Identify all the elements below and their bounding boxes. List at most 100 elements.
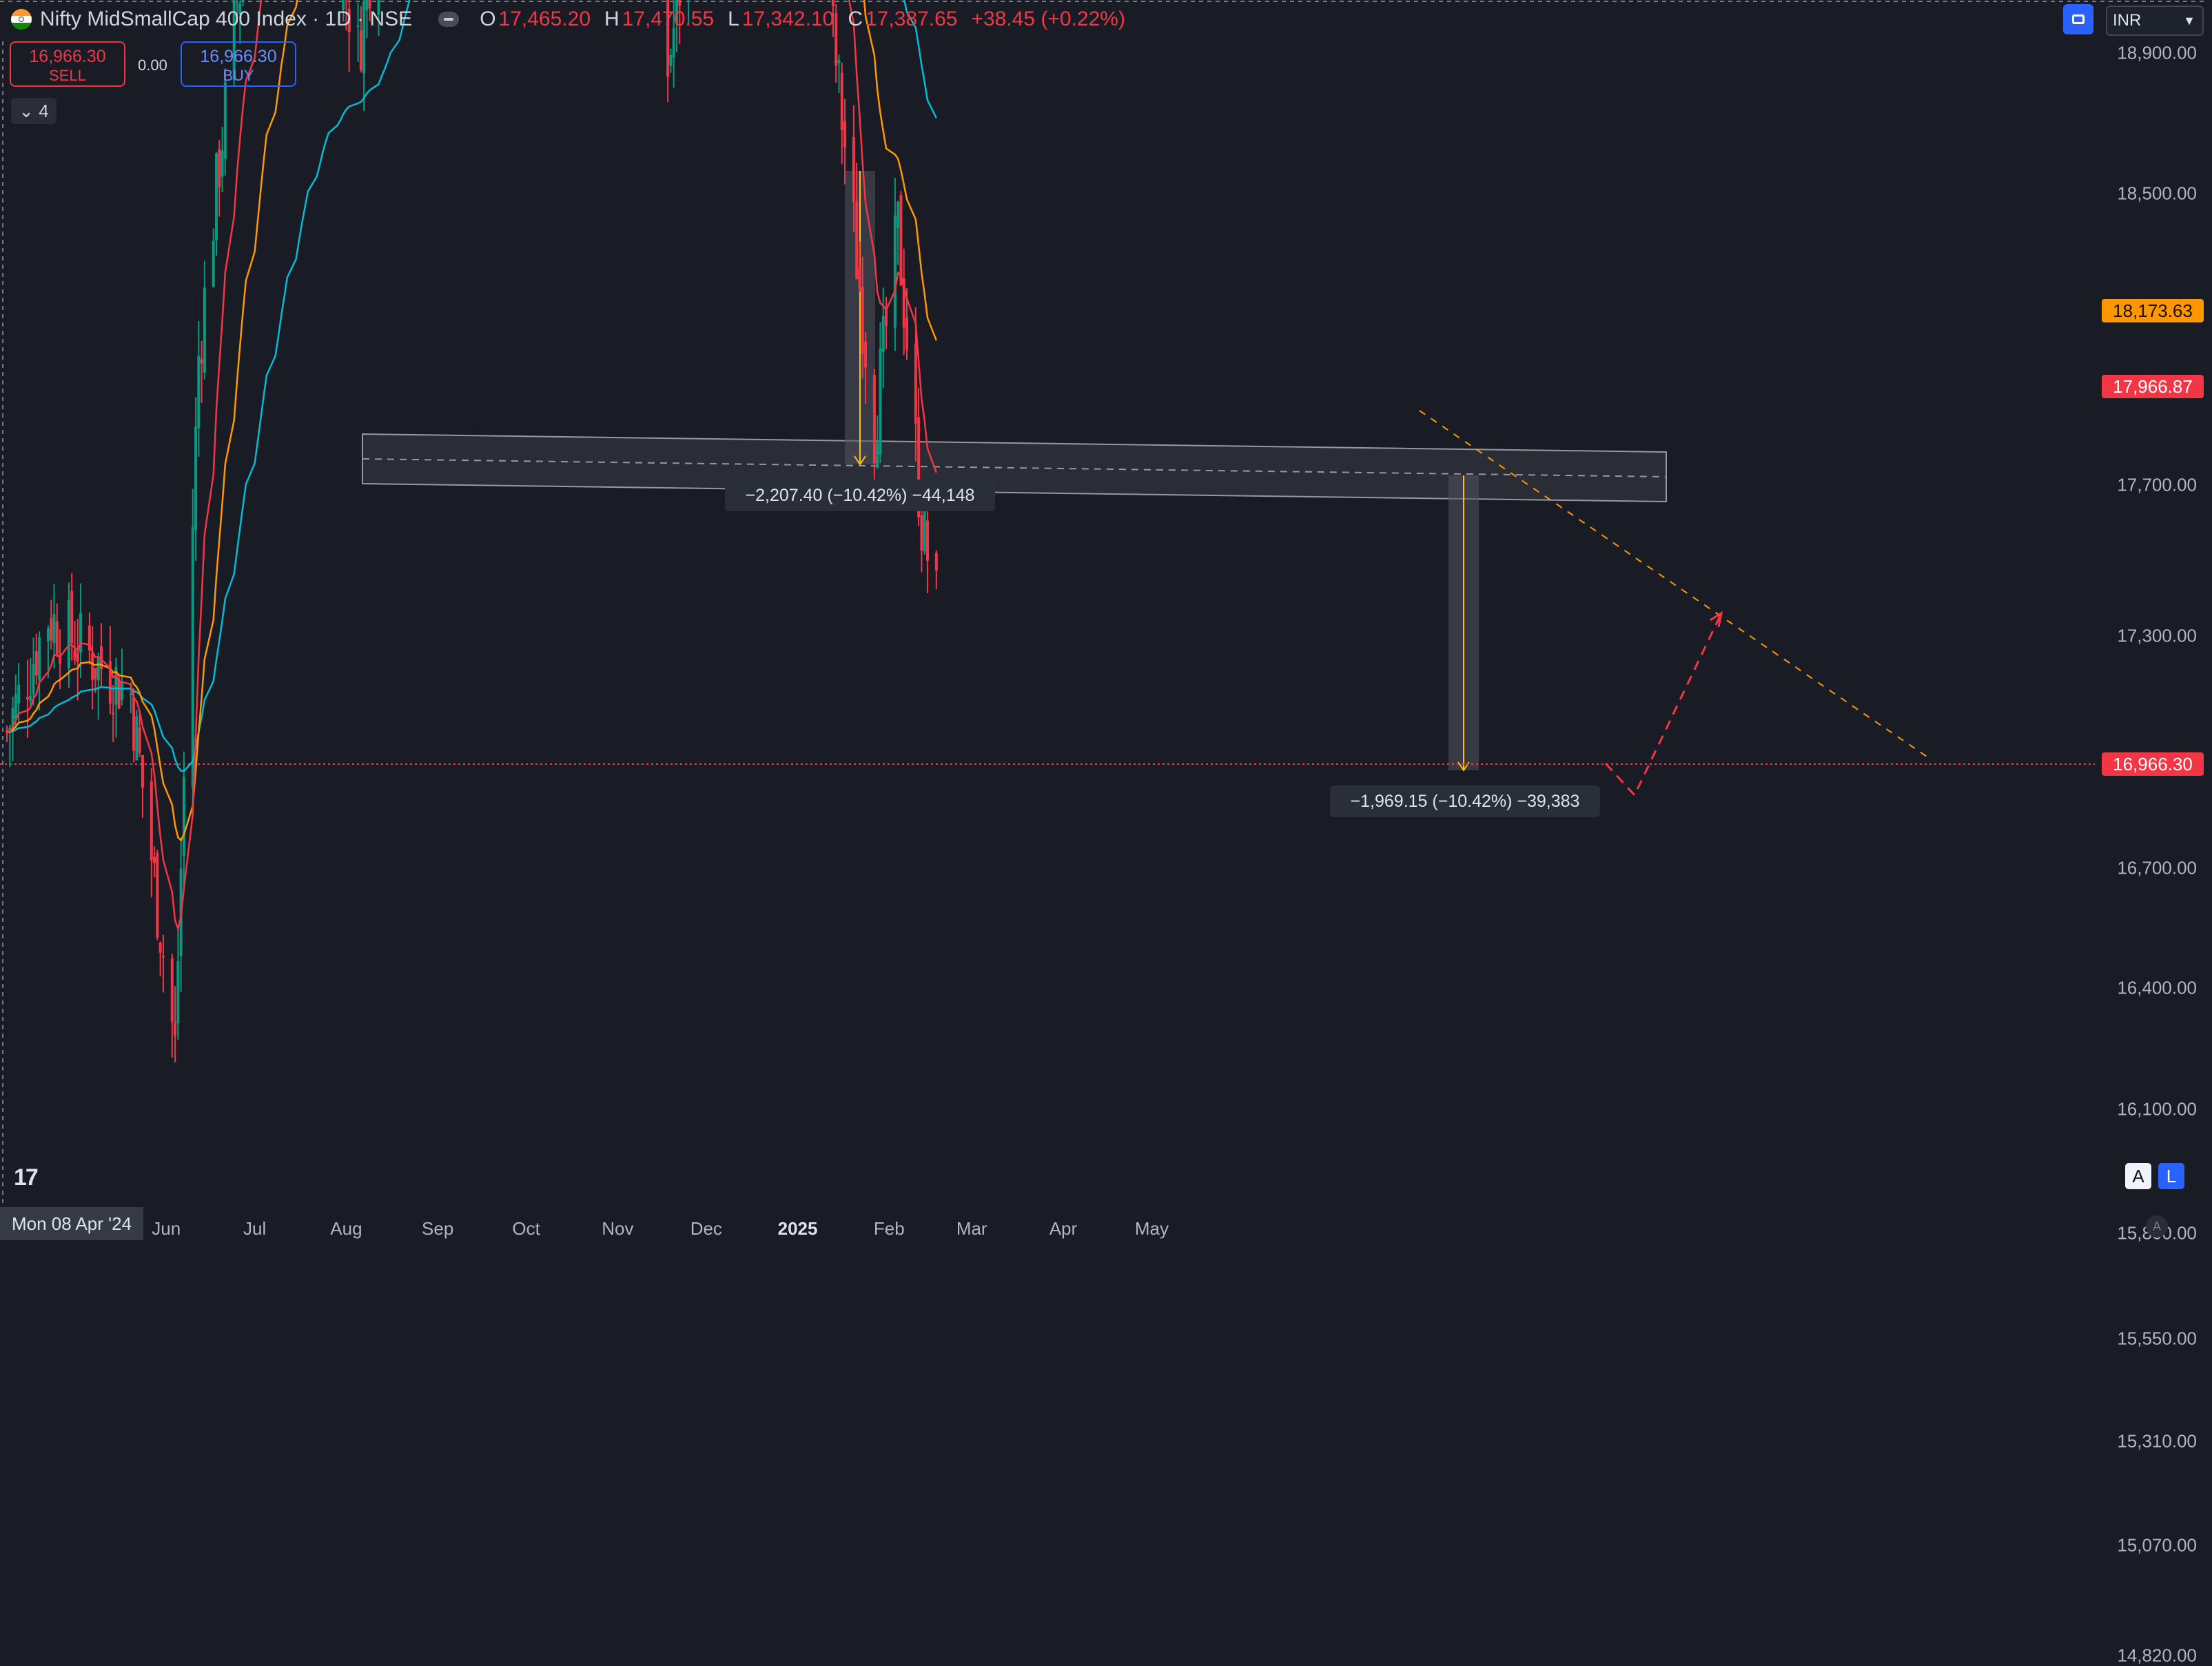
candle-body bbox=[94, 668, 97, 679]
candle-body bbox=[50, 618, 53, 641]
candle-body bbox=[362, 1, 366, 74]
time-label: Sep bbox=[422, 1218, 454, 1239]
candle-body bbox=[221, 150, 224, 177]
candle-body bbox=[203, 287, 206, 373]
time-label: 2025 bbox=[777, 1218, 818, 1239]
candle-body bbox=[377, 0, 380, 15]
symbol-title[interactable]: Nifty MidSmallCap 400 Index · 1D · NSE bbox=[40, 8, 413, 30]
time-label: Aug bbox=[330, 1218, 362, 1239]
tradingview-logo[interactable]: 17 bbox=[14, 1164, 39, 1191]
price-tick: 17,700.00 bbox=[2117, 474, 2197, 495]
price-tick: 16,700.00 bbox=[2117, 857, 2197, 878]
low-label: L bbox=[728, 8, 739, 30]
candle-body bbox=[218, 149, 221, 187]
candle-body bbox=[241, 0, 245, 2]
candle-body bbox=[88, 625, 91, 651]
candle-body bbox=[356, 25, 360, 27]
buy-label: BUY bbox=[223, 67, 254, 84]
candle-body bbox=[347, 8, 351, 32]
candle-body bbox=[55, 621, 59, 654]
currency-select[interactable]: INR ▼ bbox=[2106, 6, 2204, 36]
candle-body bbox=[831, 0, 834, 6]
candle-body bbox=[678, 0, 682, 6]
candle-body bbox=[161, 956, 165, 958]
candle-body bbox=[917, 417, 921, 518]
sell-label: SELL bbox=[49, 67, 86, 84]
candle-body bbox=[368, 0, 371, 8]
price-tick: 15,070.00 bbox=[2117, 1534, 2197, 1556]
sell-button[interactable]: 16,966.30 SELL bbox=[10, 41, 125, 87]
candle-body bbox=[872, 375, 876, 464]
buy-button[interactable]: 16,966.30 BUY bbox=[181, 41, 296, 87]
candle-body bbox=[359, 30, 362, 70]
candle-body bbox=[864, 341, 868, 368]
time-label: May bbox=[1134, 1218, 1169, 1239]
corner-auto-button[interactable]: A bbox=[2146, 1215, 2168, 1237]
cursor-date: Mon 08 Apr '24 bbox=[0, 1207, 143, 1240]
ema-mid-line bbox=[6, 0, 937, 842]
candle-body bbox=[141, 754, 144, 788]
candle-body bbox=[843, 121, 847, 147]
candle-body bbox=[129, 693, 132, 695]
candle-body bbox=[235, 1, 238, 3]
candle-body bbox=[176, 960, 180, 1024]
candle-body bbox=[14, 694, 17, 719]
candle-body bbox=[672, 28, 675, 58]
price-tick: 16,400.00 bbox=[2117, 977, 2197, 998]
candle-body bbox=[215, 153, 218, 241]
sync-icon[interactable] bbox=[2063, 4, 2093, 34]
time-label: Feb bbox=[873, 1218, 905, 1239]
candle-body bbox=[934, 553, 938, 571]
price-badge: 16,966.30 bbox=[2102, 752, 2204, 776]
candle-body bbox=[191, 527, 194, 788]
candle-body bbox=[120, 681, 123, 700]
candle-body bbox=[197, 356, 201, 429]
candle-body bbox=[879, 348, 882, 455]
price-tick: 18,900.00 bbox=[2117, 42, 2197, 63]
price-axis[interactable]: 22,000.0021,600.0021,100.0020,600.0020,1… bbox=[2095, 0, 2212, 1665]
candle-body bbox=[135, 716, 139, 761]
candle-body bbox=[876, 442, 879, 468]
candle-body bbox=[675, 0, 679, 23]
change-value: +38.45 (+0.22%) bbox=[971, 8, 1125, 30]
price-badge: 18,173.63 bbox=[2102, 299, 2204, 323]
high-label: H bbox=[604, 8, 619, 30]
auto-scale-button[interactable]: A bbox=[2125, 1163, 2151, 1189]
neckline-channel bbox=[362, 433, 1667, 503]
candle-body bbox=[38, 637, 41, 680]
candle-body bbox=[67, 599, 70, 668]
india-flag-icon bbox=[11, 9, 32, 30]
candle-body bbox=[132, 697, 136, 751]
ema-slow-line bbox=[6, 0, 937, 772]
open-value: 17,465.20 bbox=[498, 8, 591, 30]
candle-body bbox=[46, 628, 50, 641]
close-label: C bbox=[848, 8, 863, 30]
candle-body bbox=[70, 590, 74, 644]
candle-body bbox=[73, 650, 76, 660]
projection-arrow-head bbox=[1710, 610, 1723, 628]
candle-body bbox=[666, 0, 670, 77]
candle-body bbox=[212, 240, 215, 287]
indicators-toggle[interactable]: ⌄ 4 bbox=[11, 98, 57, 124]
candle-body bbox=[25, 697, 29, 700]
high-value: 17,470.55 bbox=[622, 8, 715, 30]
measure-arrow-head-1 bbox=[854, 455, 866, 466]
candle-body bbox=[852, 136, 855, 202]
candle-body bbox=[34, 651, 38, 676]
candle-body bbox=[112, 712, 115, 714]
log-scale-button[interactable]: L bbox=[2158, 1163, 2184, 1189]
ema-fast-line bbox=[6, 0, 937, 932]
candle-body bbox=[153, 856, 156, 863]
candle-body bbox=[100, 646, 103, 670]
measure-label-1: −2,207.40 (−10.42%) −44,148 bbox=[725, 480, 995, 511]
time-label: Oct bbox=[512, 1218, 540, 1239]
measure-label-2: −1,969.15 (−10.42%) −39,383 bbox=[1330, 785, 1600, 817]
price-chart[interactable] bbox=[0, 0, 2212, 1240]
candle-body bbox=[342, 0, 345, 10]
candle-body bbox=[17, 685, 21, 703]
currency-label: INR bbox=[2113, 11, 2142, 30]
candle-body bbox=[923, 507, 926, 552]
hide-legend-icon[interactable] bbox=[438, 12, 460, 27]
candle-body bbox=[91, 653, 94, 681]
price-tick: 15,310.00 bbox=[2117, 1430, 2197, 1452]
